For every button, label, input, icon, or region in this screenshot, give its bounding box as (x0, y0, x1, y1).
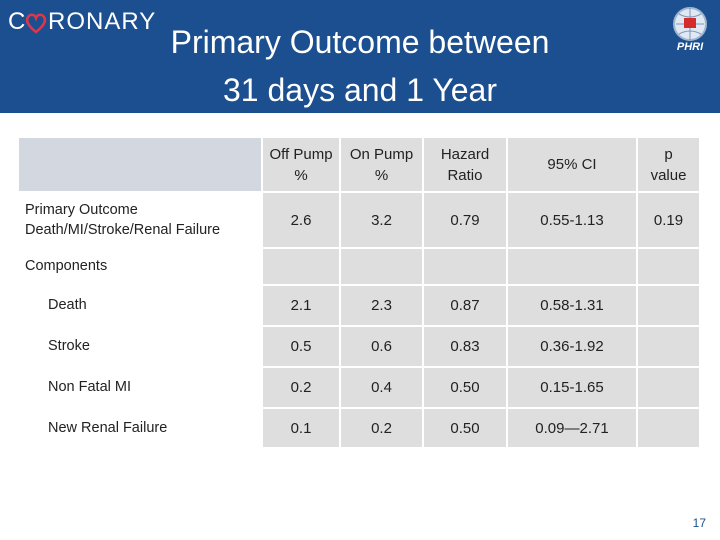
data-cell (262, 248, 340, 285)
data-cell: 0.55-1.13 (507, 192, 637, 248)
row-label: Primary Outcome Death/MI/Stroke/Renal Fa… (18, 192, 262, 248)
brand-prefix: C (8, 8, 27, 35)
data-cell: 0.87 (423, 285, 507, 326)
data-cell: 0.19 (637, 192, 700, 248)
data-cell (637, 367, 700, 408)
header-cell: On Pump % (340, 137, 423, 192)
data-cell: 0.83 (423, 326, 507, 367)
data-cell: 0.2 (262, 367, 340, 408)
data-cell: 0.6 (340, 326, 423, 367)
logo-text: PHRI (677, 41, 704, 53)
row-label: Components (18, 248, 262, 285)
data-cell (637, 408, 700, 448)
data-cell (637, 326, 700, 367)
data-cell (340, 248, 423, 285)
data-cell (423, 248, 507, 285)
data-cell: 0.58-1.31 (507, 285, 637, 326)
logo: PHRI (673, 7, 707, 53)
header-cell: 95% CI (507, 137, 637, 192)
data-cell: 0.79 (423, 192, 507, 248)
data-cell: 2.1 (262, 285, 340, 326)
data-cell (507, 248, 637, 285)
data-cell (637, 248, 700, 285)
data-cell (637, 285, 700, 326)
data-cell: 2.3 (340, 285, 423, 326)
data-cell: 0.5 (262, 326, 340, 367)
page-number: 17 (692, 516, 706, 530)
row-label: New Renal Failure (18, 408, 262, 448)
brand-suffix: RONARY (48, 8, 157, 35)
data-cell: 0.2 (340, 408, 423, 448)
title-line: Primary Outcome between (170, 24, 550, 60)
row-label: Stroke (18, 326, 262, 367)
data-cell: 2.6 (262, 192, 340, 248)
title-line: 31 days and 1 Year (222, 72, 497, 108)
row-label: Death (18, 285, 262, 326)
data-cell: 0.50 (423, 408, 507, 448)
header-band (0, 0, 720, 113)
data-cell: 0.36-1.92 (507, 326, 637, 367)
data-cell: 0.15-1.65 (507, 367, 637, 408)
row-label: Non Fatal MI (18, 367, 262, 408)
data-cell: 0.1 (262, 408, 340, 448)
data-cell: 0.50 (423, 367, 507, 408)
header-cell: Hazard Ratio (423, 137, 507, 192)
data-cell: 0.4 (340, 367, 423, 408)
data-cell: 0.09—2.71 (507, 408, 637, 448)
header-cell: Off Pump % (262, 137, 340, 192)
header-cell: p value (637, 137, 700, 192)
header-cell (18, 137, 262, 192)
data-cell: 3.2 (340, 192, 423, 248)
brand-heart (25, 13, 47, 34)
